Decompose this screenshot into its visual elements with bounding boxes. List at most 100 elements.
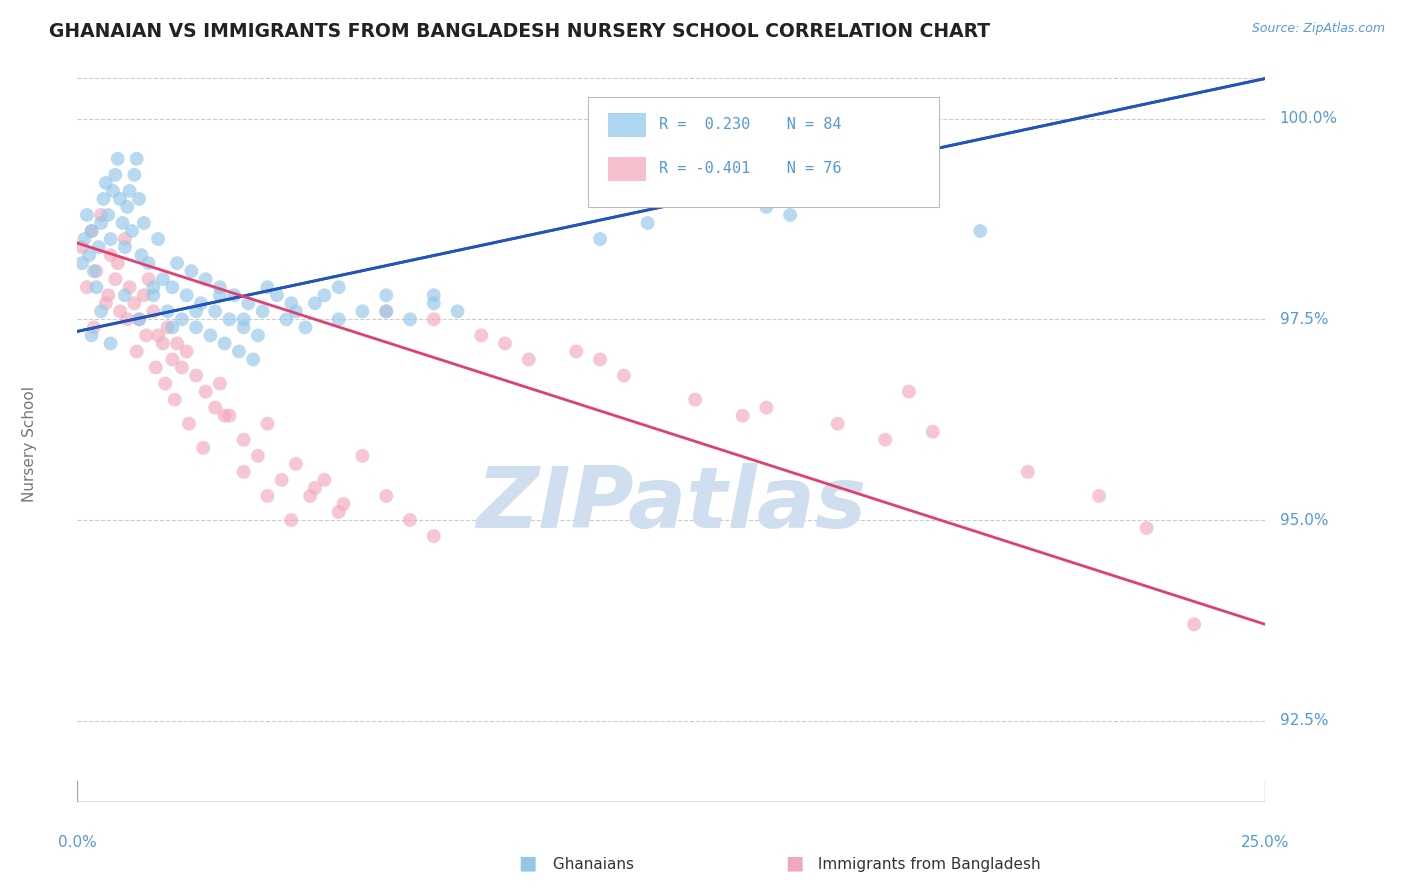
Point [115, 312, 138, 326]
Point [637, 216, 659, 230]
Point [100, 248, 122, 262]
Point [162, 320, 184, 334]
Point [186, 320, 208, 334]
Point [162, 280, 184, 294]
Point [969, 224, 991, 238]
Point [921, 425, 943, 439]
Point [135, 328, 157, 343]
Point [332, 497, 354, 511]
Point [375, 304, 398, 318]
Point [186, 304, 208, 318]
Point [314, 288, 336, 302]
Point [156, 304, 179, 318]
Point [214, 409, 236, 423]
Point [107, 152, 129, 166]
Point [232, 465, 254, 479]
Bar [609, 157, 647, 181]
Point [100, 336, 122, 351]
Point [90, 304, 112, 318]
Point [138, 272, 160, 286]
Point [170, 312, 193, 326]
Point [104, 272, 127, 286]
Point [252, 304, 274, 318]
Point [232, 433, 254, 447]
Point [256, 489, 278, 503]
Point [194, 384, 217, 399]
Point [299, 489, 322, 503]
Point [131, 248, 153, 262]
Point [204, 401, 226, 415]
Point [108, 192, 131, 206]
Point [266, 288, 288, 302]
Point [399, 513, 422, 527]
Point [101, 184, 124, 198]
Point [118, 184, 141, 198]
Point [146, 328, 169, 343]
Text: Source: ZipAtlas.com: Source: ZipAtlas.com [1251, 22, 1385, 36]
Point [155, 376, 177, 391]
Point [304, 481, 326, 495]
Point [90, 216, 112, 230]
Text: R = -0.401    N = 76: R = -0.401 N = 76 [659, 161, 842, 176]
Text: Immigrants from Bangladesh: Immigrants from Bangladesh [813, 857, 1040, 872]
Point [1088, 489, 1111, 503]
Point [423, 296, 446, 310]
Point [517, 352, 540, 367]
Point [80, 224, 103, 238]
Point [176, 288, 198, 302]
Text: ZIPatlas: ZIPatlas [477, 463, 866, 546]
Text: R =  0.230    N = 84: R = 0.230 N = 84 [659, 117, 842, 132]
Point [194, 272, 217, 286]
Point [121, 224, 143, 238]
Point [589, 352, 612, 367]
Point [304, 296, 326, 310]
Point [280, 296, 302, 310]
Point [180, 264, 202, 278]
Point [170, 360, 193, 375]
Point [314, 473, 336, 487]
Point [228, 344, 250, 359]
Point [375, 304, 398, 318]
Point [423, 288, 446, 302]
Point [218, 312, 240, 326]
Point [875, 433, 897, 447]
Point [246, 328, 269, 343]
Point [80, 224, 103, 238]
Point [97, 208, 120, 222]
Point [128, 192, 150, 206]
Point [115, 200, 138, 214]
Point [142, 288, 165, 302]
Point [83, 264, 105, 278]
Point [108, 304, 131, 318]
Text: Nursery School: Nursery School [22, 385, 38, 502]
Point [1017, 465, 1039, 479]
Point [166, 336, 188, 351]
Point [93, 192, 115, 206]
Point [152, 272, 174, 286]
Point [284, 457, 307, 471]
Point [232, 320, 254, 334]
Point [70, 256, 93, 270]
Point [90, 208, 112, 222]
Point [114, 288, 136, 302]
Point [565, 344, 588, 359]
Point [86, 264, 108, 278]
Point [238, 296, 260, 310]
Point [114, 240, 136, 254]
Text: ■: ■ [517, 854, 537, 872]
Point [128, 312, 150, 326]
Point [779, 208, 801, 222]
Text: 92.5%: 92.5% [1279, 714, 1329, 728]
Point [132, 288, 155, 302]
Text: GHANAIAN VS IMMIGRANTS FROM BANGLADESH NURSERY SCHOOL CORRELATION CHART: GHANAIAN VS IMMIGRANTS FROM BANGLADESH N… [49, 22, 990, 41]
Point [193, 441, 215, 455]
Point [294, 320, 316, 334]
Point [208, 376, 231, 391]
Point [755, 200, 778, 214]
Point [755, 401, 778, 415]
FancyBboxPatch shape [588, 96, 939, 207]
Point [142, 304, 165, 318]
Point [284, 304, 307, 318]
Point [163, 392, 186, 407]
Point [162, 352, 184, 367]
